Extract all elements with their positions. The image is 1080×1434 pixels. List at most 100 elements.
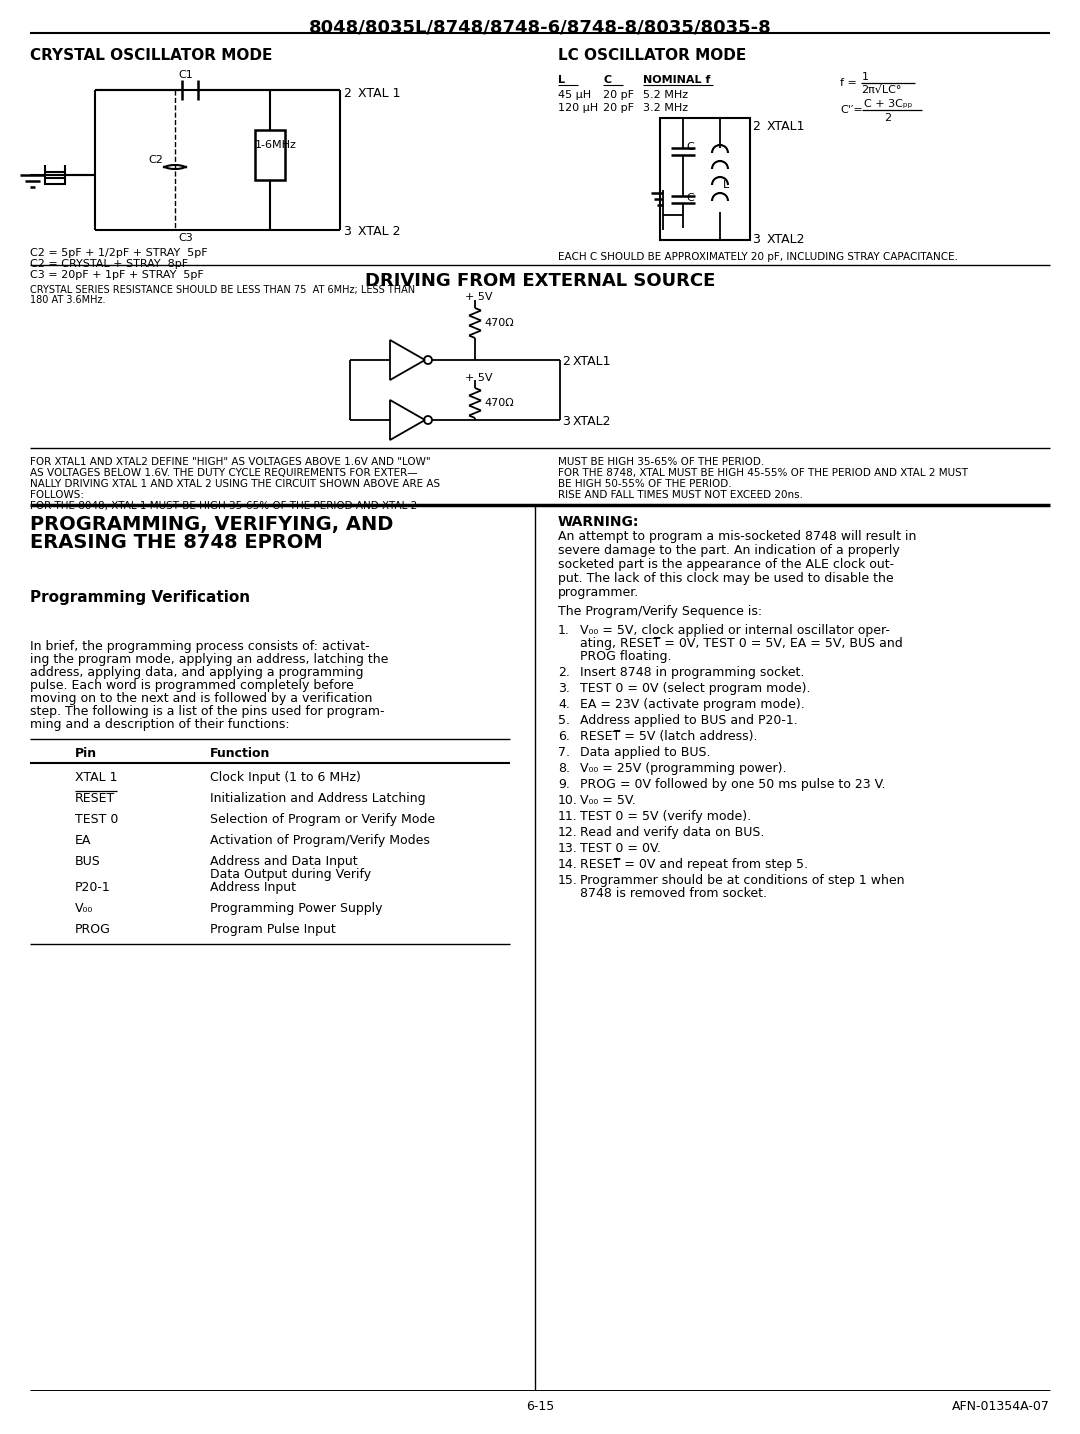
Text: 2: 2 — [562, 356, 570, 369]
Text: C3 = 20pF + 1pF + STRAY  5pF: C3 = 20pF + 1pF + STRAY 5pF — [30, 270, 204, 280]
Text: Address applied to BUS and P20-1.: Address applied to BUS and P20-1. — [580, 714, 798, 727]
Bar — [660, 118, 750, 239]
Text: 2.: 2. — [558, 665, 570, 680]
Text: XTAL2: XTAL2 — [573, 414, 611, 427]
Text: Initialization and Address Latching: Initialization and Address Latching — [210, 792, 426, 804]
Text: Selection of Program or Verify Mode: Selection of Program or Verify Mode — [210, 813, 435, 826]
Text: 8.: 8. — [558, 761, 570, 774]
Text: severe damage to the part. An indication of a properly: severe damage to the part. An indication… — [558, 543, 900, 556]
Text: CRYSTAL OSCILLATOR MODE: CRYSTAL OSCILLATOR MODE — [30, 47, 272, 63]
Text: P20-1: P20-1 — [75, 880, 111, 893]
Text: FOR THE 8748, XTAL MUST BE HIGH 45-55% OF THE PERIOD AND XTAL 2 MUST: FOR THE 8748, XTAL MUST BE HIGH 45-55% O… — [558, 467, 968, 478]
Text: 1-6MHz: 1-6MHz — [255, 141, 297, 151]
Text: 2: 2 — [885, 113, 891, 123]
Text: Data Output during Verify: Data Output during Verify — [210, 868, 372, 880]
Text: Address and Data Input: Address and Data Input — [210, 855, 357, 868]
Text: 6-15: 6-15 — [526, 1400, 554, 1412]
Text: TEST 0 = 0V (select program mode).: TEST 0 = 0V (select program mode). — [580, 683, 810, 695]
Text: EACH C SHOULD BE APPROXIMATELY 20 pF, INCLUDING STRAY CAPACITANCE.: EACH C SHOULD BE APPROXIMATELY 20 pF, IN… — [558, 252, 958, 262]
Text: NOMINAL f: NOMINAL f — [643, 75, 711, 85]
Text: C: C — [686, 194, 693, 204]
Text: Programmer should be at conditions of step 1 when: Programmer should be at conditions of st… — [580, 873, 905, 888]
Text: moving on to the next and is followed by a verification: moving on to the next and is followed by… — [30, 693, 373, 706]
Text: EA: EA — [75, 835, 92, 847]
Text: C2: C2 — [148, 155, 163, 165]
Text: + 5V: + 5V — [465, 293, 492, 303]
Text: 470Ω: 470Ω — [484, 399, 514, 409]
Text: WARNING:: WARNING: — [558, 515, 639, 529]
Text: Programming Power Supply: Programming Power Supply — [210, 902, 382, 915]
Text: 2π√LC°: 2π√LC° — [861, 85, 902, 95]
Text: PROGRAMMING, VERIFYING, AND: PROGRAMMING, VERIFYING, AND — [30, 515, 393, 533]
Text: BE HIGH 50-55% OF THE PERIOD.: BE HIGH 50-55% OF THE PERIOD. — [558, 479, 731, 489]
Text: FOLLOWS:: FOLLOWS: — [30, 490, 84, 500]
Text: C1: C1 — [178, 70, 192, 80]
Text: 470Ω: 470Ω — [484, 318, 514, 328]
Text: TEST 0: TEST 0 — [75, 813, 119, 826]
Text: PROG floating.: PROG floating. — [580, 650, 672, 663]
Text: f =: f = — [840, 77, 856, 87]
Text: 8048/8035L/8748/8748-6/8748-8/8035/8035-8: 8048/8035L/8748/8748-6/8748-8/8035/8035-… — [309, 19, 771, 36]
Text: ming and a description of their functions:: ming and a description of their function… — [30, 718, 289, 731]
Text: DRIVING FROM EXTERNAL SOURCE: DRIVING FROM EXTERNAL SOURCE — [365, 272, 715, 290]
Text: XTAL 1: XTAL 1 — [75, 771, 118, 784]
Text: 3: 3 — [343, 225, 351, 238]
Polygon shape — [390, 340, 426, 380]
Text: 180 AT 3.6MHz.: 180 AT 3.6MHz. — [30, 295, 106, 305]
Text: FOR XTAL1 AND XTAL2 DEFINE "HIGH" AS VOLTAGES ABOVE 1.6V AND "LOW": FOR XTAL1 AND XTAL2 DEFINE "HIGH" AS VOL… — [30, 457, 431, 467]
Text: An attempt to program a mis-socketed 8748 will result in: An attempt to program a mis-socketed 874… — [558, 531, 916, 543]
Text: The Program/Verify Sequence is:: The Program/Verify Sequence is: — [558, 605, 762, 618]
Text: + 5V: + 5V — [465, 373, 492, 383]
Text: socketed part is the appearance of the ALE clock out-: socketed part is the appearance of the A… — [558, 558, 894, 571]
Text: ing the program mode, applying an address, latching the: ing the program mode, applying an addres… — [30, 652, 389, 665]
Text: V₀₀: V₀₀ — [75, 902, 93, 915]
Text: XTAL1: XTAL1 — [767, 120, 806, 133]
Text: AS VOLTAGES BELOW 1.6V. THE DUTY CYCLE REQUIREMENTS FOR EXTER—: AS VOLTAGES BELOW 1.6V. THE DUTY CYCLE R… — [30, 467, 418, 478]
Text: 3: 3 — [752, 232, 760, 247]
Text: ERASING THE 8748 EPROM: ERASING THE 8748 EPROM — [30, 533, 323, 552]
Text: EA = 23V (activate program mode).: EA = 23V (activate program mode). — [580, 698, 805, 711]
Text: step. The following is a list of the pins used for program-: step. The following is a list of the pin… — [30, 706, 384, 718]
Text: RESET: RESET — [75, 792, 116, 804]
Text: V₀₀ = 5V.: V₀₀ = 5V. — [580, 794, 636, 807]
Text: 2: 2 — [343, 87, 351, 100]
Text: 13.: 13. — [558, 842, 578, 855]
Text: NALLY DRIVING XTAL 1 AND XTAL 2 USING THE CIRCUIT SHOWN ABOVE ARE AS: NALLY DRIVING XTAL 1 AND XTAL 2 USING TH… — [30, 479, 441, 489]
Text: C2 = 5pF + 1/2pF + STRAY  5pF: C2 = 5pF + 1/2pF + STRAY 5pF — [30, 248, 207, 258]
Text: BUS: BUS — [75, 855, 100, 868]
Text: 5.2 MHz: 5.2 MHz — [643, 90, 688, 100]
Text: address, applying data, and applying a programming: address, applying data, and applying a p… — [30, 665, 364, 680]
Text: RISE AND FALL TIMES MUST NOT EXCEED 20ns.: RISE AND FALL TIMES MUST NOT EXCEED 20ns… — [558, 490, 804, 500]
Text: 3: 3 — [562, 414, 570, 427]
Text: C2 = CRYSTAL + STRAY  8pF: C2 = CRYSTAL + STRAY 8pF — [30, 260, 188, 270]
Text: 20 pF: 20 pF — [603, 90, 634, 100]
Text: 6.: 6. — [558, 730, 570, 743]
Text: AFN-01354A-07: AFN-01354A-07 — [953, 1400, 1050, 1412]
Text: 9.: 9. — [558, 779, 570, 792]
Text: Insert 8748 in programming socket.: Insert 8748 in programming socket. — [580, 665, 805, 680]
Text: In brief, the programming process consists of: activat-: In brief, the programming process consis… — [30, 640, 369, 652]
Text: 8748 is removed from socket.: 8748 is removed from socket. — [580, 888, 767, 901]
Text: XTAL 1: XTAL 1 — [357, 87, 401, 100]
Text: PROG: PROG — [75, 923, 111, 936]
Text: C + 3Cₚₚ: C + 3Cₚₚ — [864, 99, 913, 109]
Text: L: L — [723, 181, 729, 189]
Text: 12.: 12. — [558, 826, 578, 839]
Text: Address Input: Address Input — [210, 880, 296, 893]
Text: 4.: 4. — [558, 698, 570, 711]
Text: TEST 0 = 5V (verify mode).: TEST 0 = 5V (verify mode). — [580, 810, 751, 823]
Text: C3: C3 — [178, 232, 192, 242]
Text: Programming Verification: Programming Verification — [30, 589, 251, 605]
Text: ating, RESET̅ = 0V, TEST 0 = 5V, EA = 5V, BUS and: ating, RESET̅ = 0V, TEST 0 = 5V, EA = 5V… — [580, 637, 903, 650]
Text: pulse. Each word is programmed completely before: pulse. Each word is programmed completel… — [30, 680, 354, 693]
Text: 10.: 10. — [558, 794, 578, 807]
Text: 120 μH: 120 μH — [558, 103, 598, 113]
Text: Pin: Pin — [75, 747, 97, 760]
Text: XTAL2: XTAL2 — [767, 232, 806, 247]
Text: 2: 2 — [752, 120, 760, 133]
Text: Clock Input (1 to 6 MHz): Clock Input (1 to 6 MHz) — [210, 771, 361, 784]
Text: Read and verify data on BUS.: Read and verify data on BUS. — [580, 826, 765, 839]
Text: 11.: 11. — [558, 810, 578, 823]
Text: 5.: 5. — [558, 714, 570, 727]
Text: C: C — [603, 75, 611, 85]
